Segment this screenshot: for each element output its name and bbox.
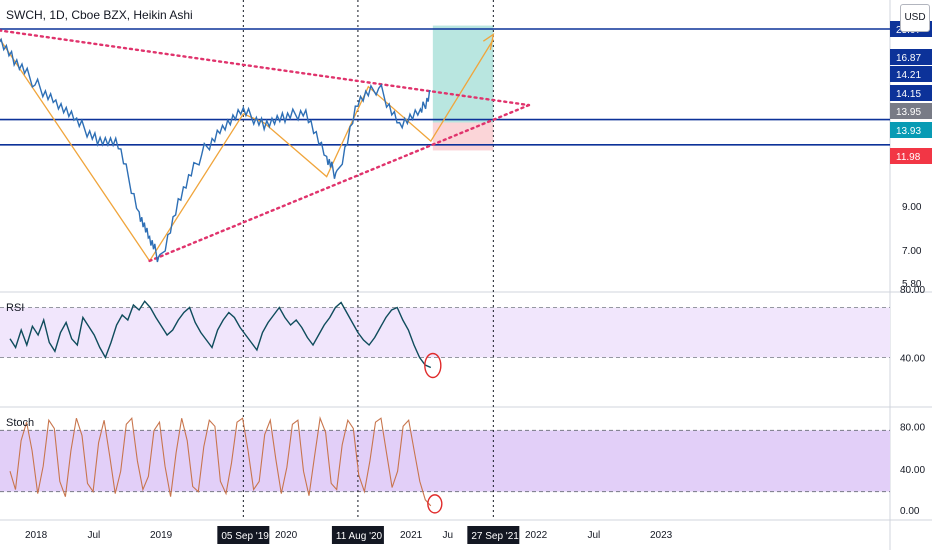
x-tick-label: 2019 — [150, 530, 173, 541]
vertical-date-lines — [242, 0, 494, 520]
rsi-tick-label: 80.00 — [900, 285, 925, 296]
x-date-badge-label: 05 Sep '19 — [221, 531, 269, 542]
x-date-badge-label: 11 Aug '20 — [336, 531, 383, 542]
x-tick-label: 2018 — [25, 530, 48, 541]
x-tick-label: Jul — [588, 530, 601, 541]
currency-button[interactable]: USD — [900, 4, 930, 32]
price-tag — [890, 85, 932, 101]
position-zones — [432, 25, 494, 151]
lower-trendline — [148, 103, 531, 263]
rsi-pane-label: RSI — [6, 302, 25, 314]
stop-zone — [432, 122, 494, 151]
rsi-band — [0, 307, 890, 358]
x-tick-label: 2023 — [650, 530, 673, 541]
stoch-series — [9, 416, 432, 507]
x-date-badge — [467, 526, 520, 544]
price-tag-label: 14.15 — [896, 89, 921, 100]
price-tag — [890, 148, 932, 164]
price-tick-label: 9.00 — [902, 202, 922, 213]
stoch-line — [9, 416, 432, 507]
price-tag — [890, 103, 932, 119]
upper-trendline — [0, 29, 531, 107]
price-tag-label: 14.21 — [896, 70, 921, 81]
price-tick-label: 5.80 — [902, 279, 922, 290]
rsi-series — [9, 300, 432, 369]
x-tick-label: 2022 — [525, 530, 548, 541]
zigzag-pattern — [0, 38, 494, 263]
x-date-badge — [331, 526, 384, 544]
stoch-tick-label: 40.00 — [900, 465, 925, 476]
price-tag — [890, 122, 932, 138]
horizontal-levels — [0, 28, 890, 146]
price-line — [0, 37, 432, 263]
rsi-line — [9, 300, 432, 369]
stoch-tick-label: 0.00 — [900, 506, 920, 517]
price-tag-label: 11.98 — [896, 152, 921, 163]
price-series — [0, 37, 432, 263]
stoch-circle-mark — [427, 494, 443, 514]
circle-annotations — [424, 352, 443, 514]
stoch-tick-label: 80.00 — [900, 422, 925, 433]
x-date-badge — [217, 526, 270, 544]
symbol-title: SWCH, 1D, Cboe BZX, Heikin Ashi — [6, 8, 193, 22]
trendlines — [0, 29, 531, 263]
rsi-tick-label: 40.00 — [900, 354, 925, 365]
price-tag-label: 13.93 — [896, 126, 921, 137]
x-tick-label: Ju — [443, 530, 454, 541]
price-tag — [890, 66, 932, 82]
zigzag-arrow — [482, 33, 495, 51]
x-tick-label: 2020 — [275, 530, 298, 541]
stoch-pane-label: Stoch — [6, 417, 35, 429]
x-tick-label: Jul — [88, 530, 101, 541]
rsi-circle-mark — [424, 352, 442, 379]
stoch-band — [0, 430, 890, 492]
price-tick-label: 7.00 — [902, 246, 922, 257]
price-tag-label: 13.95 — [896, 107, 921, 118]
target-zone — [432, 25, 494, 123]
y-axis[interactable]: 23.0716.8714.2114.1513.9513.9311.989.007… — [890, 21, 932, 517]
x-tick-label: 2021 — [400, 530, 423, 541]
x-date-badge-label: 27 Sep '21 — [471, 531, 519, 542]
price-tag — [890, 49, 932, 65]
x-axis[interactable]: 2018 Jul 2019 2020 2021 Ju 2022 Jul 2023 05 Sep '… — [25, 526, 673, 544]
price-tag-label: 16.87 — [896, 53, 921, 64]
